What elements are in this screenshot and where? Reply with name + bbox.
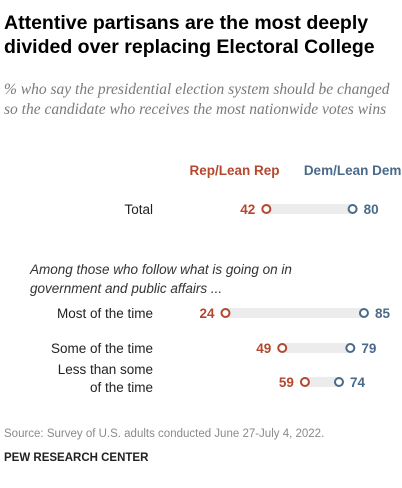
row-label: Some of the time	[51, 341, 153, 356]
legend-rep: Rep/Lean Rep	[190, 163, 280, 178]
range-bar	[282, 343, 351, 353]
rep-value-label: 59	[279, 375, 294, 390]
range-bar	[266, 204, 353, 214]
dem-dot	[345, 343, 356, 353]
rep-value-label: 49	[256, 341, 271, 356]
dem-dot	[347, 204, 358, 214]
dem-value-label: 79	[361, 341, 376, 356]
rep-dot	[261, 204, 272, 214]
dem-value-label: 85	[375, 306, 391, 321]
range-bar	[225, 308, 364, 318]
dem-value-label: 80	[364, 202, 379, 217]
credit-label: PEW RESEARCH CENTER	[4, 452, 149, 464]
row-label: Most of the time	[57, 306, 153, 321]
row-label: Total	[124, 202, 153, 217]
chart-title: Attentive partisans are the most deeply …	[4, 12, 375, 58]
dem-dot	[333, 377, 344, 387]
legend-dem: Dem/Lean Dem	[304, 163, 402, 178]
rep-dot	[299, 377, 310, 387]
rep-dot	[277, 343, 288, 353]
rep-dot	[220, 308, 231, 318]
row-label: Less than some of the time	[58, 362, 153, 395]
rep-value-label: 42	[240, 202, 255, 217]
source-note: Source: Survey of U.S. adults conducted …	[4, 428, 325, 440]
chart-subtitle: % who say the presidential election syst…	[4, 81, 390, 118]
dem-value-label: 74	[350, 375, 366, 390]
range-bar	[304, 377, 339, 387]
dem-dot	[358, 308, 369, 318]
group-note: Among those who follow what is going on …	[30, 262, 292, 296]
rep-value-label: 24	[199, 306, 215, 321]
